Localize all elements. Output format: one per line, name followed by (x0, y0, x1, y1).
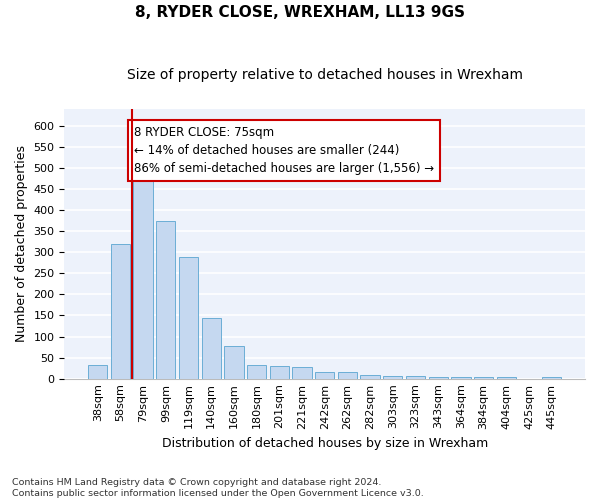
Text: 8 RYDER CLOSE: 75sqm
← 14% of detached houses are smaller (244)
86% of semi-deta: 8 RYDER CLOSE: 75sqm ← 14% of detached h… (134, 126, 434, 175)
Title: Size of property relative to detached houses in Wrexham: Size of property relative to detached ho… (127, 68, 523, 82)
Bar (474, 376, 493, 378)
Bar (451, 376, 470, 378)
Bar (338, 372, 357, 378)
X-axis label: Distribution of detached houses by size in Wrexham: Distribution of detached houses by size … (161, 437, 488, 450)
Bar (88, 365, 107, 378)
Bar (133, 176, 153, 378)
Bar (292, 368, 311, 378)
Bar (156, 220, 175, 378)
Bar (247, 365, 266, 378)
Bar (315, 372, 334, 378)
Bar (428, 376, 448, 378)
Bar (179, 256, 198, 378)
Text: 8, RYDER CLOSE, WREXHAM, LL13 9GS: 8, RYDER CLOSE, WREXHAM, LL13 9GS (135, 5, 465, 20)
Y-axis label: Number of detached properties: Number of detached properties (15, 146, 28, 342)
Bar (497, 376, 516, 378)
Bar (202, 318, 221, 378)
Text: Contains HM Land Registry data © Crown copyright and database right 2024.
Contai: Contains HM Land Registry data © Crown c… (12, 478, 424, 498)
Bar (224, 346, 244, 378)
Bar (361, 375, 380, 378)
Bar (269, 366, 289, 378)
Bar (383, 376, 403, 378)
Bar (542, 376, 562, 378)
Bar (406, 376, 425, 378)
Bar (111, 244, 130, 378)
